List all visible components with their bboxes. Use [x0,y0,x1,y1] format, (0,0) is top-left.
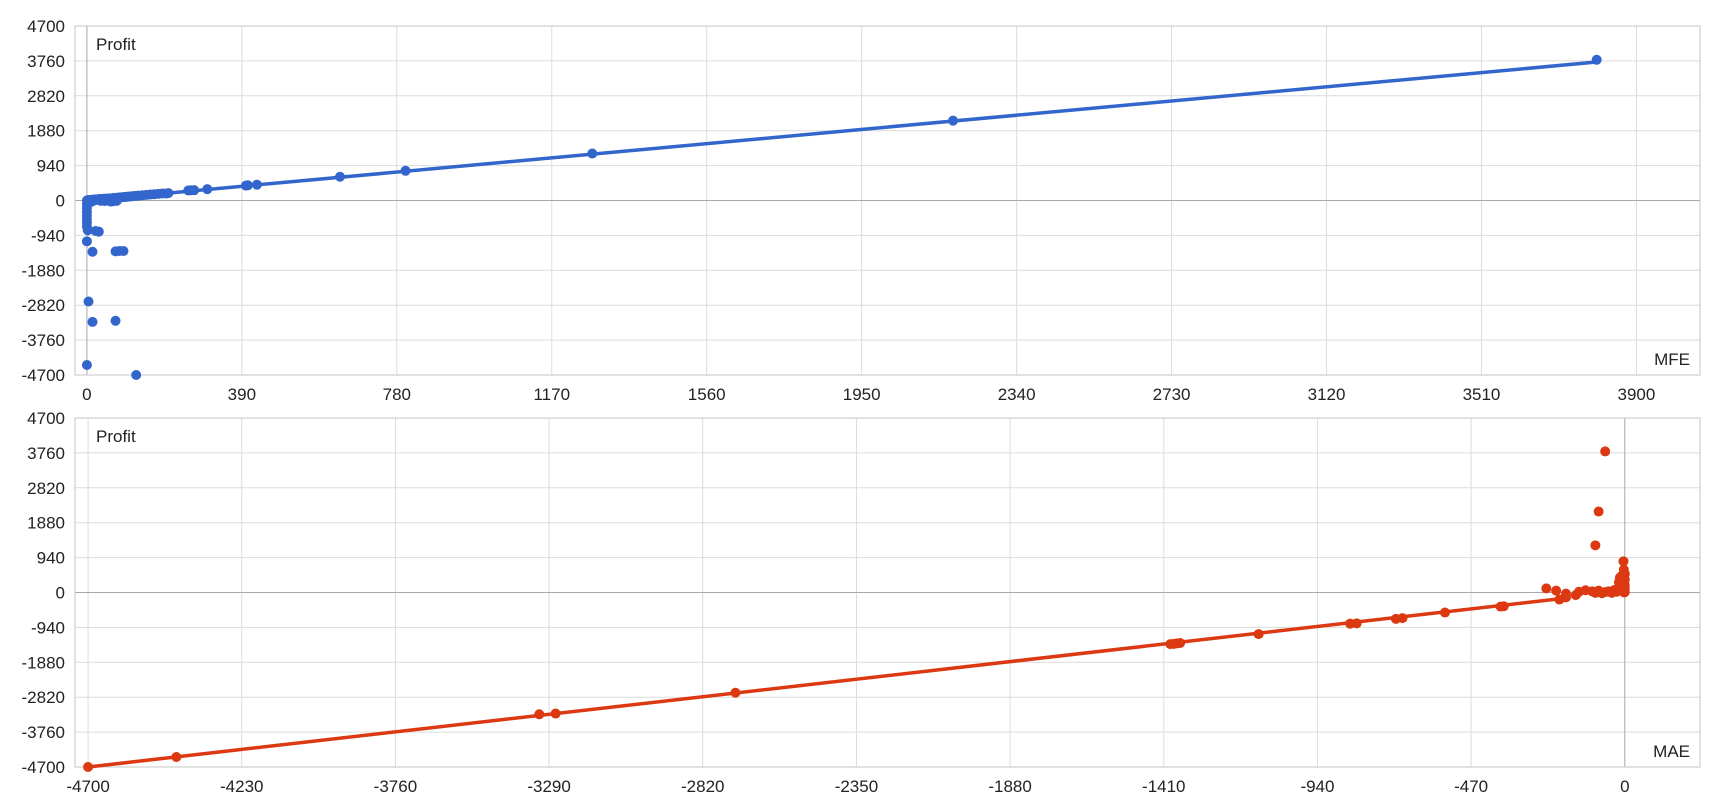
x-axis-title: MAE [1653,742,1690,761]
data-point-mae [1175,637,1186,648]
data-point-mae [1439,607,1450,618]
data-point-mfe [81,359,92,370]
y-tick-label: 1880 [27,514,65,533]
x-axis-title: MFE [1654,350,1690,369]
x-tick-label: 2730 [1153,385,1191,404]
data-point-mae [1551,585,1562,596]
data-point-mfe [163,188,174,199]
y-tick-label: -940 [31,618,65,637]
x-tick-label: 0 [1620,777,1629,796]
data-point-mae [534,709,545,720]
y-tick-label: -1880 [22,261,65,280]
data-point-mfe [118,245,129,256]
data-point-mae [1541,583,1552,594]
x-tick-label: 0 [82,385,91,404]
y-tick-label: 3760 [27,52,65,71]
x-tick-label: -1410 [1142,777,1185,796]
x-tick-label: 1170 [533,385,570,404]
x-tick-label: 1950 [843,385,881,404]
y-tick-label: -2820 [22,296,65,315]
y-tick-label: -3760 [22,331,65,350]
y-tick-label: -3760 [22,723,65,742]
data-point-mfe [87,316,98,327]
x-tick-label: -4230 [220,777,263,796]
y-axis-title: Profit [96,427,136,446]
x-tick-label: 390 [228,385,256,404]
data-point-mae [1619,568,1630,579]
data-point-mfe [587,148,598,159]
x-tick-label: -470 [1454,777,1488,796]
data-point-mfe [81,236,92,247]
data-point-mae [1600,446,1611,457]
x-tick-label: -940 [1300,777,1334,796]
data-point-mae [730,687,741,698]
data-point-mfe [189,185,200,196]
y-tick-label: -4700 [22,758,65,777]
data-point-mfe [1591,54,1602,65]
chart-panel-mfe: 4700 3760 2820 1880 940 0 -940 -1880 -2820 -3760 -… [22,17,1701,404]
data-point-mae [1590,540,1601,551]
y-tick-label: -940 [31,226,65,245]
trendline-mfe [85,60,1595,203]
x-tick-label: 3510 [1463,385,1501,404]
y-tick-label: 3760 [27,444,65,463]
y-tick-label: 0 [56,192,65,211]
x-tick-label: 1560 [688,385,726,404]
y-tick-label: 2820 [27,87,65,106]
chart-panel-mae: 4700 3760 2820 1880 940 0 -940 -1880 -2820 -3760 -… [22,409,1701,796]
data-point-mfe [242,180,253,191]
data-point-mae [83,762,94,772]
data-point-mae [1618,556,1629,567]
data-point-mae [1253,629,1264,640]
y-tick-label: 4700 [27,409,65,428]
x-tick-label: -2350 [835,777,878,796]
data-point-mae [1397,613,1408,624]
x-tick-label: -1880 [988,777,1031,796]
x-tick-label: -3760 [374,777,417,796]
x-tick-label: 3120 [1308,385,1346,404]
y-tick-label: -2820 [22,688,65,707]
y-tick-label: 4700 [27,17,65,36]
x-tick-label: 780 [383,385,411,404]
y-tick-label: -4700 [22,366,65,385]
plot-frame [74,25,1701,376]
data-point-mae [1560,588,1571,599]
x-tick-label: -3290 [527,777,570,796]
data-point-mfe [202,184,213,195]
data-point-mae [171,751,182,762]
y-tick-label: 940 [37,157,65,176]
data-point-mfe [131,370,142,380]
data-point-mfe [400,165,411,176]
data-point-mfe [90,225,101,236]
data-point-mfe [110,315,121,326]
data-point-mfe [251,179,262,190]
x-tick-label: -4700 [66,777,109,796]
data-point-mfe [111,195,122,206]
y-axis-title: Profit [96,35,136,54]
data-point-mfe [87,246,98,257]
data-point-mfe [948,115,959,126]
trendline-mae [86,595,1571,769]
data-point-mfe [335,171,346,182]
y-tick-label: -1880 [22,653,65,672]
y-tick-label: 2820 [27,479,65,498]
data-point-mfe [82,225,93,236]
data-point-mae [1351,618,1362,629]
data-point-mae [550,708,561,719]
x-tick-label: -2820 [681,777,724,796]
data-point-mae [1498,601,1509,612]
x-tick-label: 2340 [998,385,1036,404]
y-tick-label: 1880 [27,122,65,141]
plot-frame [74,417,1701,768]
x-tick-label: 3900 [1618,385,1656,404]
data-point-mfe [95,195,106,206]
y-tick-label: 940 [37,549,65,568]
data-point-mfe [83,296,94,307]
data-point-mae [1593,506,1604,517]
y-tick-label: 0 [56,584,65,603]
